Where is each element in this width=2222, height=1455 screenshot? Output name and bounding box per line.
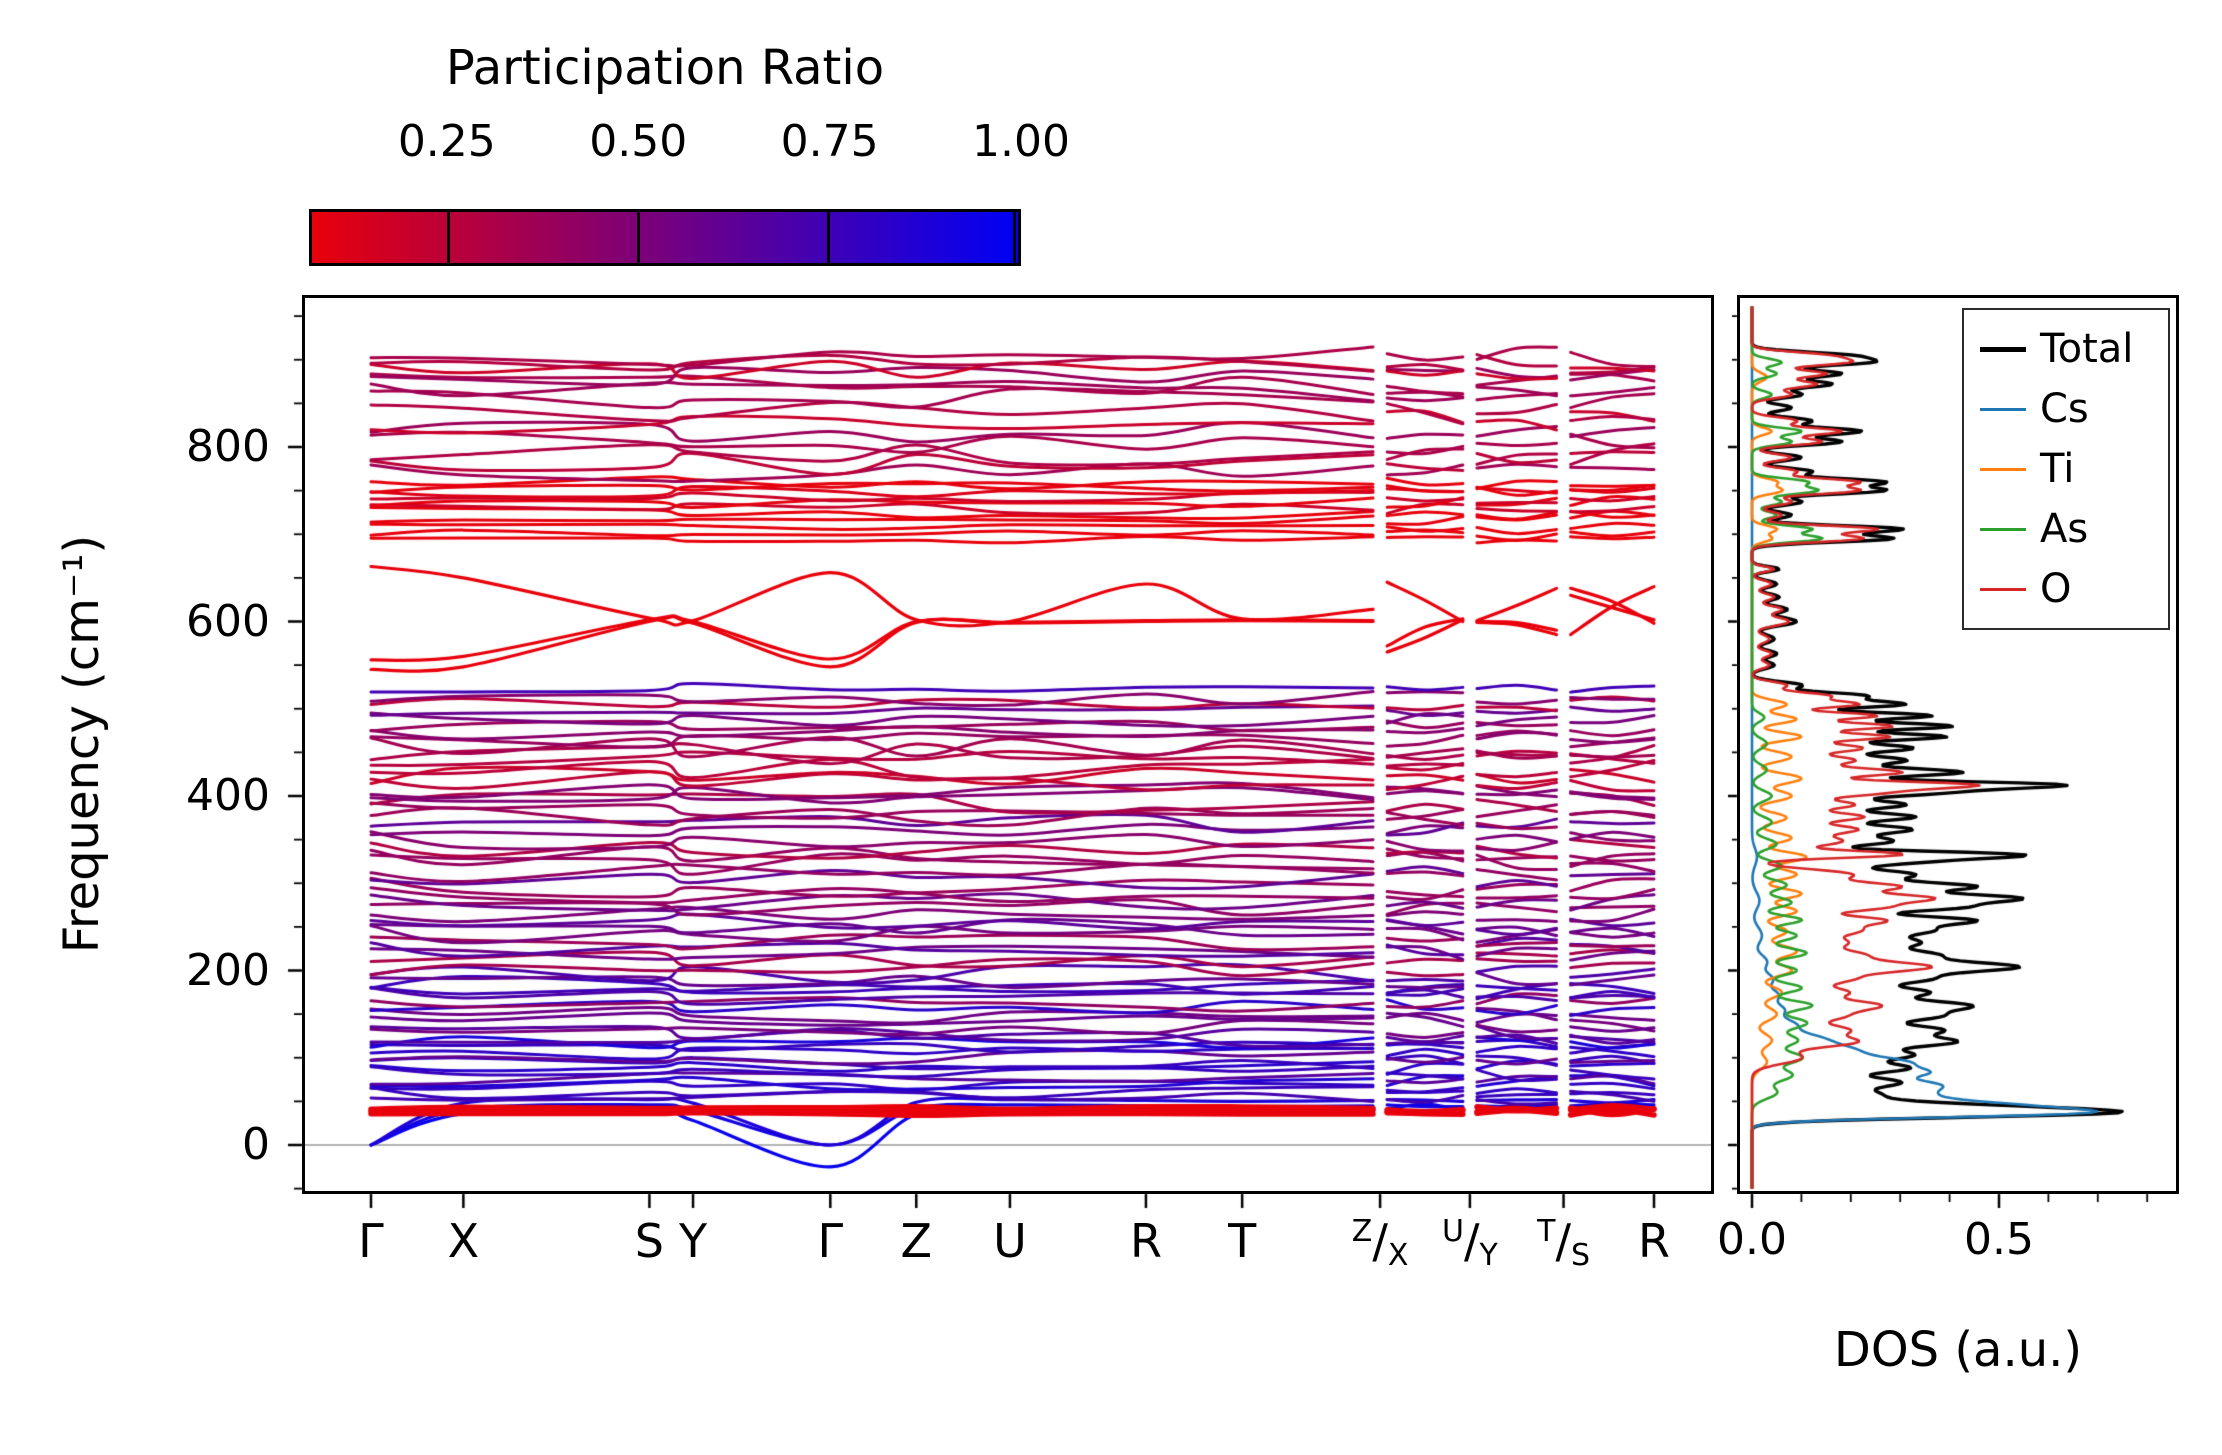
k-point-label: Y — [678, 1214, 708, 1268]
k-point-label: S — [634, 1214, 665, 1268]
colorbar-tick-mark — [447, 212, 451, 263]
colorbar-tick-label: 1.00 — [972, 116, 1070, 167]
y-tick-label: 200 — [186, 944, 270, 996]
legend-line-sample — [1980, 587, 2026, 591]
legend-entry-label: Ti — [2040, 446, 2075, 492]
colorbar-tick-mark — [826, 212, 830, 263]
k-point-label: R — [1638, 1214, 1670, 1268]
legend-entry: Total — [1980, 324, 2152, 374]
legend-line-sample — [1980, 527, 2026, 531]
dos-legend: Total Cs Ti As O — [1962, 308, 2170, 630]
colorbar-tick-mark — [636, 212, 640, 263]
k-point-label: Γ — [358, 1214, 384, 1268]
colorbar-tick-label: 0.25 — [397, 116, 496, 167]
legend-entry-label: Cs — [2040, 386, 2089, 432]
k-point-label: U/Y — [1441, 1214, 1498, 1273]
y-tick-label: 400 — [186, 770, 270, 821]
k-point-label: Z — [900, 1214, 933, 1268]
legend-entry: Cs — [1980, 384, 2152, 434]
colorbar-tick-mark — [1012, 212, 1016, 263]
k-point-label: X — [447, 1214, 480, 1268]
legend-entry: Ti — [1980, 444, 2152, 494]
k-point-label: Z/X — [1351, 1214, 1409, 1273]
colorbar — [309, 209, 1021, 266]
k-point-label: T — [1228, 1214, 1257, 1268]
k-point-label: U — [993, 1214, 1027, 1268]
legend-entry-label: As — [2040, 506, 2089, 552]
legend-line-sample — [1980, 467, 2026, 471]
legend-line-sample — [1980, 346, 2026, 352]
k-point-label: T/S — [1537, 1214, 1590, 1273]
k-point-label: Γ — [817, 1214, 844, 1268]
colorbar-title: Participation Ratio — [445, 40, 885, 96]
legend-entry: O — [1980, 564, 2152, 614]
y-tick-label: 800 — [186, 421, 270, 472]
y-axis-label: Frequency (cm⁻¹) — [54, 534, 110, 954]
k-point-label: R — [1129, 1214, 1162, 1268]
dos-tick-label: 0.0 — [1717, 1214, 1787, 1265]
legend-line-sample — [1980, 407, 2026, 411]
legend-entry-label: Total — [2040, 326, 2134, 372]
colorbar-tick-label: 0.75 — [780, 116, 879, 167]
legend-entry-label: O — [2040, 566, 2072, 612]
dos-axis-label: DOS (a.u.) — [1833, 1322, 2083, 1378]
dos-tick-label: 0.5 — [1964, 1214, 2034, 1265]
legend-entry: As — [1980, 504, 2152, 554]
y-tick-label: 0 — [242, 1119, 270, 1170]
colorbar-tick-label: 0.50 — [589, 116, 688, 167]
y-tick-label: 600 — [186, 595, 270, 647]
